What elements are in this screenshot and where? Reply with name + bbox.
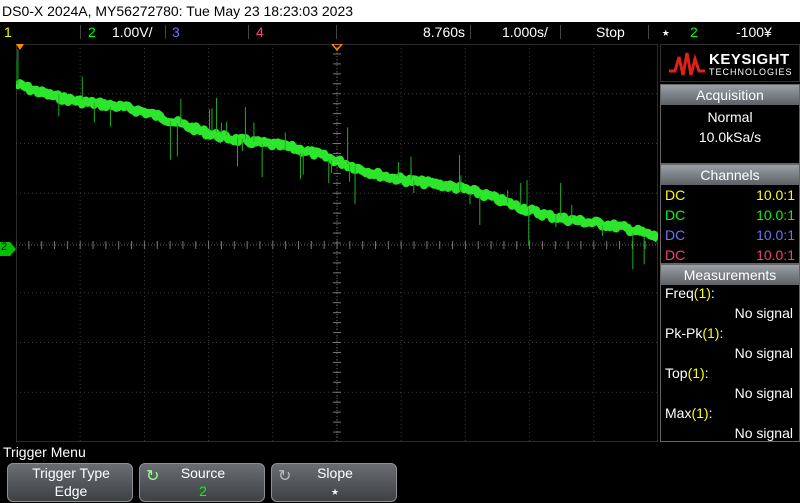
source-softkey[interactable]: ↻ Source 2	[139, 463, 265, 502]
acquisition-title: Acquisition	[661, 85, 799, 105]
measurements-title: Measurements	[661, 265, 799, 285]
time-scale: 1.000s/	[502, 24, 548, 40]
ch2-ground-marker[interactable]: 2	[0, 241, 16, 256]
ch2-scale: 1.00V/	[112, 24, 153, 40]
menu-title: Trigger Menu	[3, 444, 86, 460]
channel-row-1: DC 10.0:1	[665, 187, 795, 203]
ch3-indicator[interactable]: 3	[172, 24, 180, 40]
time-offset: 8.760s	[423, 24, 466, 40]
run-state: Stop	[596, 24, 625, 40]
softkey-menu-bar: Trigger Menu Trigger Type Edge ↻ Source …	[0, 443, 800, 503]
measurement-max: Max(1): No signal	[665, 405, 793, 441]
channel-row-2: DC 10.0:1	[665, 207, 795, 223]
channels-section: Channels DC 10.0:1 DC 10.0:1 DC 10.0:1 D…	[660, 164, 800, 264]
graticule-svg	[16, 44, 658, 442]
measurement-freq: Freq(1): No signal	[665, 285, 793, 321]
ch1-indicator[interactable]: 1	[4, 24, 12, 40]
ch2-indicator[interactable]: 2	[88, 24, 96, 40]
channels-title: Channels	[661, 165, 799, 185]
channel-row-3: DC 10.0:1	[665, 227, 795, 243]
measurements-section: Measurements Freq(1): No signal Pk-Pk(1)…	[660, 264, 800, 442]
trigger-time-marker	[16, 44, 24, 50]
acq-mode: Normal	[707, 109, 753, 125]
keysight-logo: KEYSIGHT TECHNOLOGIES	[660, 44, 800, 82]
right-info-panel: KEYSIGHT TECHNOLOGIES Acquisition Normal…	[660, 44, 800, 442]
acq-rate: 10.0kSa/s	[698, 129, 762, 145]
slope-softkey[interactable]: ↻ Slope ⭑	[271, 463, 397, 502]
trigger-position-marker	[331, 44, 343, 52]
keysight-wave-icon	[669, 52, 705, 76]
window-title: DS0-X 2024A, MY56272780: Tue May 23 18:2…	[0, 0, 800, 22]
ch4-indicator[interactable]: 4	[256, 24, 264, 40]
measurement-top: Top(1): No signal	[665, 365, 793, 401]
channel-status-bar: 1 2 1.00V/ 3 4 8.760s 1.000s/ Stop ⭑ 2 -…	[0, 22, 800, 42]
rising-edge-icon: ⭑	[662, 24, 670, 40]
trigger-type-softkey[interactable]: Trigger Type Edge	[7, 463, 133, 502]
channel-row-4: DC 10.0:1	[665, 247, 795, 263]
measurement-pkpk: Pk-Pk(1): No signal	[665, 325, 793, 361]
trigger-level: -100¥	[736, 24, 772, 40]
entry-knob-icon: ↻	[278, 468, 292, 485]
waveform-graticule[interactable]	[16, 44, 658, 442]
ch2-trace	[16, 79, 658, 243]
entry-knob-icon: ↻	[146, 468, 160, 485]
acquisition-section: Acquisition Normal 10.0kSa/s	[660, 84, 800, 164]
trigger-source: 2	[690, 24, 698, 40]
